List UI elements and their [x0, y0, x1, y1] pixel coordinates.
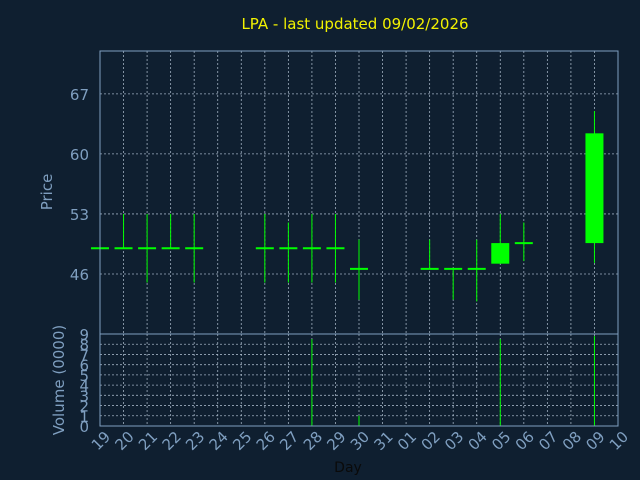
x-tick-label: 23 — [182, 428, 208, 454]
candle — [279, 222, 298, 283]
x-tick-label: 05 — [488, 428, 514, 454]
x-tick-label: 22 — [159, 428, 185, 454]
x-tick-label: 26 — [253, 428, 279, 454]
candle — [326, 213, 345, 283]
candle — [444, 267, 463, 300]
x-tick-label: 06 — [512, 428, 538, 454]
chart-title: LPA - last updated 09/02/2026 — [241, 15, 468, 33]
candles — [91, 111, 604, 302]
volume-tick-label: 5 — [79, 367, 89, 385]
candle — [161, 213, 180, 250]
volume-tick-label: 0 — [79, 418, 89, 436]
volume-tick-label: 1 — [79, 408, 89, 426]
x-tick-label: 31 — [370, 428, 396, 454]
price-y-ticks: 46 53 60 67 — [70, 86, 89, 284]
x-tick-label: 04 — [465, 428, 491, 454]
x-tick-label: 21 — [135, 428, 161, 454]
x-tick-label: 02 — [418, 428, 444, 454]
candle — [185, 213, 204, 283]
x-tick-label: 28 — [300, 428, 326, 454]
candle — [585, 111, 604, 263]
volume-tick-label: 7 — [79, 346, 89, 364]
volume-tick-label: 9 — [79, 326, 89, 344]
volume-grid — [100, 334, 618, 426]
candle-body — [491, 243, 510, 264]
candle — [467, 239, 486, 302]
candle — [420, 239, 439, 270]
x-tick-label: 01 — [394, 428, 420, 454]
candle — [491, 213, 510, 264]
candle — [302, 213, 321, 283]
price-grid — [100, 51, 618, 334]
volume-frame — [99, 333, 619, 427]
candle — [138, 213, 157, 283]
price-tick-label: 60 — [70, 146, 89, 164]
volume-bars — [311, 336, 595, 426]
x-tick-label: 30 — [347, 428, 373, 454]
x-tick-label: 10 — [606, 428, 632, 454]
price-panel: 46 53 60 67 Price — [38, 50, 619, 335]
volume-tick-label: 2 — [79, 398, 89, 416]
candle-body — [585, 133, 604, 244]
x-axis-label: Day — [334, 460, 362, 476]
x-axis-ticks: 1920212223242526272829303101020304050607… — [88, 428, 632, 454]
volume-tick-label: 4 — [79, 377, 89, 395]
price-tick-label: 53 — [70, 206, 89, 224]
x-tick-label: 07 — [535, 428, 561, 454]
volume-tick-label: 8 — [79, 336, 89, 354]
x-tick-label: 20 — [111, 428, 137, 454]
volume-tick-label: 3 — [79, 387, 89, 405]
candle — [255, 213, 274, 283]
x-tick-label: 09 — [582, 428, 608, 454]
candle — [350, 239, 368, 300]
x-tick-label: 19 — [88, 428, 114, 454]
candle — [114, 213, 133, 250]
volume-axis-label: Volume (0000) — [50, 325, 68, 435]
x-tick-label: 29 — [323, 428, 349, 454]
price-axis-label: Price — [38, 174, 56, 211]
x-tick-label: 08 — [559, 428, 585, 454]
x-tick-label: 25 — [229, 428, 255, 454]
x-tick-label: 03 — [441, 428, 467, 454]
price-tick-label: 67 — [70, 86, 89, 104]
candle — [514, 222, 533, 262]
x-tick-label: 27 — [276, 428, 302, 454]
price-tick-label: 46 — [70, 266, 89, 284]
x-tick-label: 24 — [206, 428, 232, 454]
volume-tick-label: 6 — [79, 357, 89, 375]
